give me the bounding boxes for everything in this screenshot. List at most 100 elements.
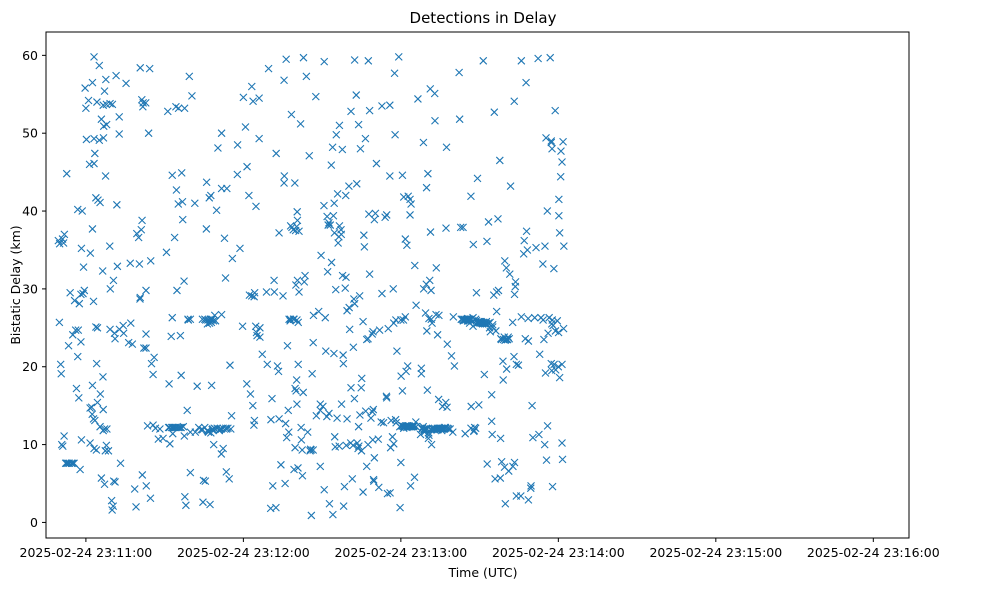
y-tick-label: 10 bbox=[22, 437, 38, 452]
data-point bbox=[146, 256, 155, 265]
data-point bbox=[355, 292, 364, 300]
data-point bbox=[207, 381, 216, 390]
data-point bbox=[472, 288, 481, 297]
data-point bbox=[383, 489, 392, 498]
data-point bbox=[251, 322, 260, 331]
data-point bbox=[386, 488, 394, 497]
data-point bbox=[396, 458, 405, 467]
data-point bbox=[211, 316, 220, 325]
y-tick-label: 20 bbox=[22, 359, 38, 374]
data-point bbox=[104, 446, 113, 455]
data-point bbox=[549, 264, 558, 273]
data-point bbox=[99, 133, 108, 142]
data-point bbox=[84, 96, 93, 105]
data-point bbox=[167, 332, 176, 341]
data-point bbox=[290, 179, 299, 187]
data-point bbox=[68, 330, 77, 339]
data-point bbox=[499, 376, 508, 384]
data-point bbox=[142, 481, 151, 490]
data-point bbox=[281, 419, 290, 428]
x-tick-label: 2025-02-24 23:12:00 bbox=[177, 545, 310, 560]
data-point bbox=[236, 244, 244, 253]
data-point bbox=[558, 158, 566, 166]
data-point bbox=[283, 341, 292, 350]
data-point bbox=[93, 398, 102, 407]
data-point bbox=[328, 510, 337, 519]
data-point bbox=[382, 211, 391, 219]
data-point bbox=[396, 503, 404, 512]
data-point bbox=[214, 144, 222, 152]
data-point bbox=[284, 428, 293, 437]
data-point bbox=[559, 242, 568, 250]
x-tick-label: 2025-02-24 23:15:00 bbox=[649, 545, 782, 560]
data-point bbox=[329, 211, 338, 220]
data-point bbox=[268, 394, 276, 403]
data-point bbox=[256, 333, 264, 342]
data-point bbox=[401, 235, 410, 243]
data-point bbox=[275, 228, 283, 237]
data-point bbox=[517, 313, 526, 321]
data-point bbox=[199, 498, 207, 507]
data-point bbox=[111, 478, 119, 486]
data-point bbox=[511, 277, 520, 286]
data-point bbox=[228, 254, 237, 263]
data-point bbox=[342, 273, 350, 282]
data-point bbox=[352, 179, 361, 188]
data-point bbox=[443, 403, 451, 412]
data-point bbox=[294, 318, 303, 327]
data-point bbox=[389, 285, 398, 293]
data-point bbox=[374, 435, 383, 444]
data-point bbox=[245, 291, 254, 300]
data-point bbox=[60, 230, 69, 239]
data-point bbox=[469, 240, 478, 249]
data-point bbox=[389, 439, 398, 448]
data-point bbox=[325, 409, 333, 418]
data-point bbox=[534, 54, 543, 63]
data-point bbox=[328, 143, 337, 152]
data-point bbox=[401, 313, 410, 321]
data-point bbox=[352, 91, 361, 99]
data-point bbox=[442, 224, 450, 233]
data-point bbox=[510, 458, 519, 467]
data-point bbox=[365, 270, 374, 278]
data-point bbox=[541, 369, 550, 377]
data-point bbox=[494, 286, 503, 295]
data-point bbox=[97, 474, 106, 482]
data-point bbox=[419, 138, 428, 147]
data-point bbox=[500, 256, 509, 265]
data-point bbox=[70, 459, 78, 468]
data-points bbox=[54, 53, 568, 520]
data-point bbox=[551, 106, 560, 115]
data-point bbox=[219, 444, 228, 453]
data-point bbox=[80, 286, 89, 295]
data-point bbox=[280, 172, 289, 180]
data-point bbox=[442, 143, 451, 152]
data-point bbox=[492, 307, 501, 316]
data-point bbox=[368, 330, 377, 338]
data-point bbox=[393, 347, 401, 356]
data-point bbox=[425, 314, 433, 323]
data-point bbox=[62, 169, 71, 178]
data-point bbox=[159, 434, 167, 443]
data-point bbox=[177, 423, 186, 432]
data-point bbox=[555, 228, 564, 237]
data-point bbox=[247, 82, 256, 91]
data-point bbox=[554, 195, 563, 204]
data-point bbox=[174, 104, 183, 113]
data-point bbox=[333, 414, 341, 423]
data-point bbox=[86, 249, 95, 257]
data-point bbox=[447, 351, 456, 360]
data-point bbox=[345, 182, 353, 191]
data-point bbox=[243, 162, 251, 171]
data-point bbox=[496, 474, 505, 482]
data-point bbox=[532, 243, 540, 252]
data-point bbox=[521, 334, 530, 343]
data-point bbox=[379, 418, 388, 427]
data-point bbox=[174, 200, 183, 208]
data-point bbox=[262, 288, 271, 296]
data-point bbox=[87, 403, 96, 412]
data-point bbox=[140, 344, 148, 352]
data-point bbox=[272, 149, 281, 158]
data-point bbox=[350, 56, 359, 64]
data-point bbox=[317, 251, 325, 260]
